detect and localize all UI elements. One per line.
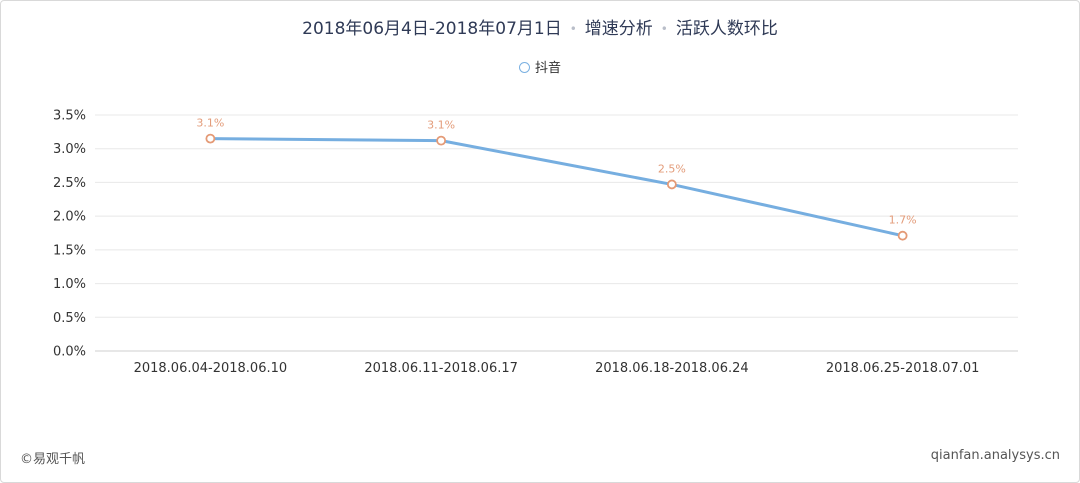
y-tick-label: 2.0% xyxy=(53,210,86,225)
data-label: 3.1% xyxy=(196,117,224,130)
data-point xyxy=(436,135,447,146)
legend-marker-icon xyxy=(518,62,530,73)
title-separator: • xyxy=(660,22,668,36)
footer-url: qianfan.analysys.cn xyxy=(930,448,1060,463)
data-label: 2.5% xyxy=(658,162,686,175)
y-tick-label: 2.5% xyxy=(53,176,86,191)
legend-label: 抖音 xyxy=(534,61,561,76)
x-tick-label: 2018.06.18-2018.06.24 xyxy=(595,361,749,376)
footer-copyright: ©易观千帆 xyxy=(20,452,86,467)
data-point xyxy=(205,133,216,144)
y-tick-label: 1.0% xyxy=(53,277,86,292)
y-tick-label: 1.5% xyxy=(53,243,86,258)
chart-title: 2018年06月4日-2018年07月1日 • 增速分析 • 活跃人数环比 xyxy=(0,14,1080,39)
data-point xyxy=(666,179,677,190)
title-separator: • xyxy=(569,22,577,36)
data-label: 1.7% xyxy=(889,214,917,227)
title-metric: 活跃人数环比 xyxy=(675,19,778,39)
x-tick-label: 2018.06.11-2018.06.17 xyxy=(364,361,518,376)
title-date-range: 2018年06月4日-2018年07月1日 xyxy=(302,19,562,39)
series-line xyxy=(208,137,905,238)
title-analysis: 增速分析 xyxy=(584,19,653,39)
x-tick-label: 2018.06.25-2018.07.01 xyxy=(826,361,980,376)
data-point xyxy=(897,230,908,241)
y-tick-label: 3.5% xyxy=(53,109,86,124)
y-tick-label: 0.0% xyxy=(53,345,86,360)
x-tick-label: 2018.06.04-2018.06.10 xyxy=(134,361,288,376)
y-tick-label: 0.5% xyxy=(53,311,86,326)
data-label: 3.1% xyxy=(427,119,455,132)
y-tick-label: 3.0% xyxy=(53,142,86,157)
legend[interactable]: 抖音 xyxy=(0,57,1080,76)
